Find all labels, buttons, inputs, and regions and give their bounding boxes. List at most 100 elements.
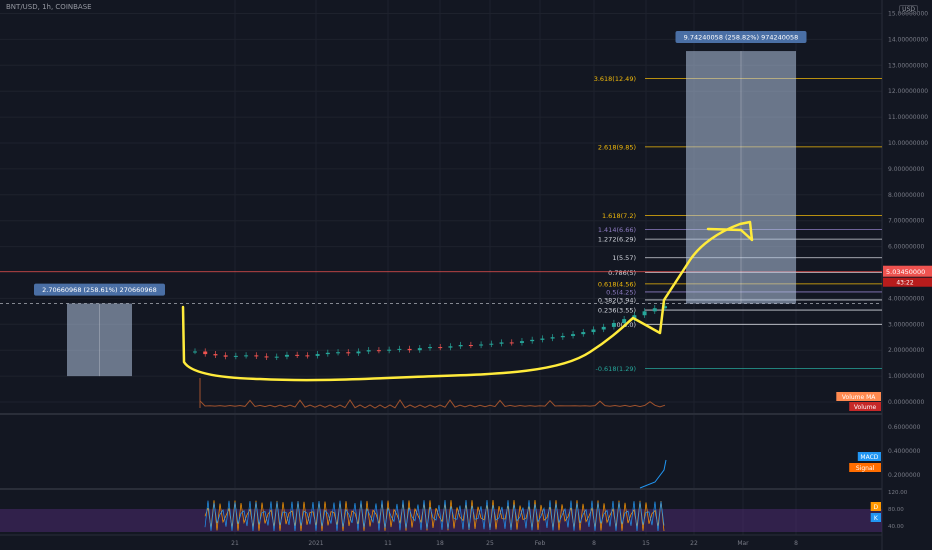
- candle-body: [274, 356, 279, 358]
- freehand-drawing[interactable]: [181, 220, 754, 382]
- legend-tag-label: K: [874, 515, 879, 522]
- candle-body: [560, 335, 565, 338]
- price-tick-label: 6.00000000: [888, 244, 924, 251]
- candle-body: [499, 342, 504, 344]
- fib-level-label: 1.414(6.66): [598, 226, 636, 234]
- candle-body: [438, 347, 443, 349]
- fib-level-label: 1(5.57): [612, 254, 636, 262]
- candle-body: [509, 342, 514, 344]
- legend-tag: [870, 502, 881, 511]
- candle-body: [571, 334, 576, 336]
- time-tick-label: Mar: [737, 540, 749, 547]
- measure-box-label: 9.74240058 (258.82%) 974240058: [684, 34, 799, 42]
- price-tick-label: 7.00000000: [888, 218, 924, 225]
- candle-body: [479, 344, 484, 346]
- yellow-curve: [181, 220, 754, 382]
- fib-level-label: 0.236(3.55): [598, 307, 636, 315]
- time-tick-label: 18: [436, 540, 444, 547]
- candle-body: [305, 355, 310, 357]
- volume-ma-line: [199, 399, 666, 409]
- pane-separators: [0, 0, 883, 550]
- time-tick-label: 25: [486, 540, 494, 547]
- candle-body: [417, 348, 422, 351]
- measure-box: [67, 303, 132, 377]
- currency-button[interactable]: USD: [899, 5, 918, 14]
- candle-body: [213, 354, 218, 356]
- candle-body: [611, 323, 616, 327]
- price-tick-label: 10.00000000: [888, 140, 928, 147]
- time-axis[interactable]: 21 2021 11 18 25 Feb 8 15 22 Mar 8: [231, 540, 798, 547]
- candle-body: [428, 347, 432, 349]
- candle-body: [642, 311, 647, 316]
- candle-body: [203, 351, 208, 355]
- time-tick-label: 15: [642, 540, 650, 547]
- stoch-tick-label: 120.00: [888, 490, 908, 496]
- candle-body: [284, 354, 289, 357]
- legend-tag-label: Volume: [854, 404, 877, 411]
- candle-body: [407, 348, 412, 351]
- time-tick-label: 22: [690, 540, 698, 547]
- fib-level-label: 2.618(9.85): [598, 143, 636, 151]
- last-price-tag: [883, 265, 932, 277]
- candle-body: [581, 332, 586, 335]
- macd-tick-label: 0.6000000: [888, 424, 921, 431]
- macd-pane: [639, 459, 667, 489]
- candle-body: [336, 352, 341, 354]
- time-tick-label: 11: [384, 540, 392, 547]
- candle-body: [622, 319, 627, 324]
- price-tick-label: 0.00000000: [888, 399, 924, 406]
- countdown-value: 43:22: [896, 280, 913, 287]
- volume-ma-line: [199, 378, 666, 409]
- measure-box-label-bg: [34, 283, 165, 296]
- candle-body: [530, 339, 535, 342]
- candle-body: [346, 352, 351, 354]
- legend-tag-label: Signal: [856, 465, 875, 472]
- stoch-k-line: [204, 499, 665, 532]
- stoch-tick-label: 40.00: [888, 524, 904, 530]
- legend-tag-label: D: [874, 504, 879, 511]
- legend-tag: [849, 402, 881, 411]
- legend-tag-label: Volume MA: [842, 394, 876, 401]
- price-axis[interactable]: 15.00000000 14.00000000 13.00000000 12.0000…: [888, 11, 928, 531]
- price-tick-label: 12.00000000: [888, 88, 928, 95]
- candle-body: [376, 350, 381, 352]
- fib-level-label: 1.272(6.29): [598, 236, 636, 244]
- price-tick-label: 13.00000000: [888, 62, 928, 69]
- fib-level-label: 1.618(7.2): [602, 212, 636, 220]
- time-tick-label: Feb: [535, 540, 546, 547]
- legend-tag: [857, 452, 881, 461]
- candle-body: [244, 355, 249, 357]
- measure-boxes[interactable]: 2.70660968 (258.61%) 270660968 9.74240058…: [34, 31, 807, 377]
- price-tick-label: 11.00000000: [888, 114, 928, 121]
- candle-body: [193, 351, 197, 353]
- price-tick-label: 2.00000000: [888, 347, 924, 354]
- fib-level-label: 0.382(3.94): [598, 296, 636, 304]
- symbol-title[interactable]: BNT/USD, 1h, COINBASE: [6, 3, 92, 11]
- candle-body: [519, 341, 524, 343]
- candle-body: [397, 348, 402, 350]
- time-tick-label: 8: [592, 540, 596, 547]
- candle-body: [458, 345, 463, 347]
- last-price-value: 5.03450000: [886, 268, 925, 276]
- axis-tags: 5.03450000 43:22 Volume MA Volume MACD Signal…: [836, 265, 932, 522]
- measure-box: [686, 51, 796, 304]
- fib-level-label: 0.786(5): [608, 269, 636, 277]
- candle-body: [295, 354, 300, 356]
- candle-body: [233, 355, 238, 357]
- fib-level-label: 0.618(4.56): [598, 280, 636, 288]
- candle-body: [591, 329, 596, 333]
- countdown-tag: [883, 277, 932, 287]
- stoch-tick-label: 80.00: [888, 507, 904, 513]
- candle-body: [632, 315, 637, 320]
- candle-body: [254, 355, 259, 357]
- candle-body: [550, 337, 555, 339]
- price-tick-label: 9.00000000: [888, 166, 924, 173]
- candle-body: [264, 356, 269, 358]
- candle-body: [366, 350, 371, 352]
- candle-body: [601, 326, 606, 330]
- candle-body: [468, 345, 473, 347]
- fib-level-label: 0.5(4.25): [606, 288, 636, 296]
- measure-box-label: 2.70660968 (258.61%) 270660968: [42, 286, 157, 294]
- time-tick-label: 2021: [308, 540, 323, 547]
